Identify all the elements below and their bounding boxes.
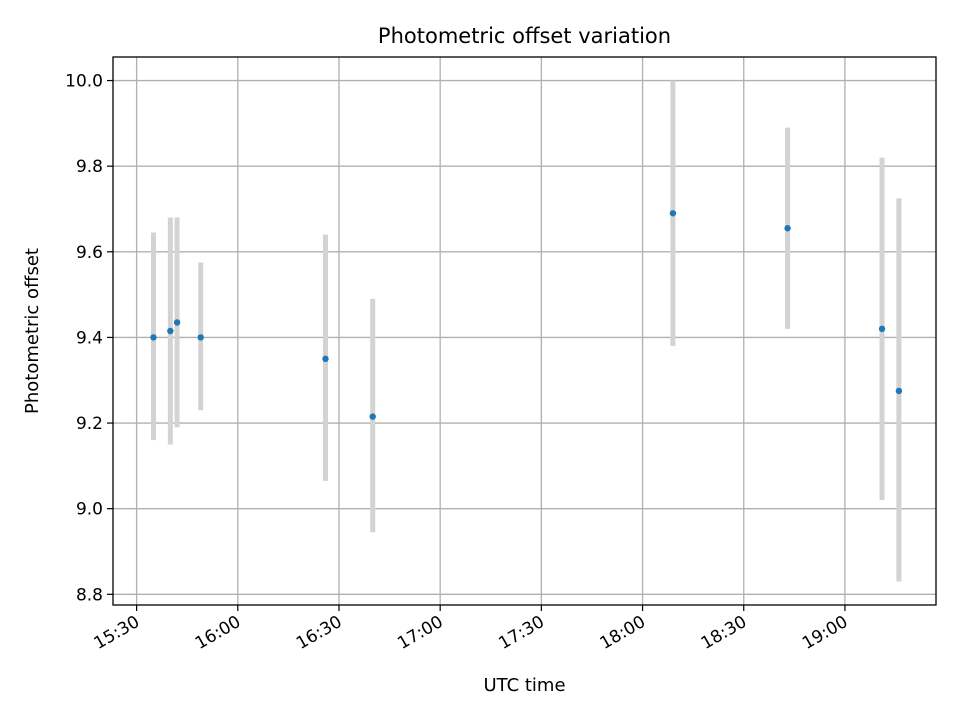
y-axis-label: Photometric offset <box>22 248 43 414</box>
x-tick-label: 16:00 <box>192 612 244 654</box>
data-point <box>369 413 376 420</box>
x-tick-label: 17:00 <box>394 612 446 654</box>
plot-frame <box>112 56 937 606</box>
y-tick-label: 8.8 <box>76 585 103 605</box>
x-axis-label: UTC time <box>483 675 565 696</box>
x-tick-label: 18:30 <box>698 612 750 654</box>
data-point <box>150 334 157 341</box>
x-tick-label: 18:00 <box>597 612 649 654</box>
y-tick-label: 9.4 <box>76 328 103 348</box>
x-tick-label: 17:30 <box>495 612 547 654</box>
data-points <box>150 210 903 420</box>
data-point <box>878 325 886 333</box>
x-tick-label: 15:30 <box>91 612 143 654</box>
error-bars <box>150 80 902 582</box>
chart-title: Photometric offset variation <box>378 24 671 48</box>
data-point <box>322 355 329 363</box>
x-axis-ticks: 15:30 16:00 16:30 17:00 17:30 18:00 18:30 19:00 <box>91 605 851 654</box>
y-tick-label: 9.6 <box>76 243 103 263</box>
data-point <box>895 387 903 395</box>
y-axis-ticks: 8.8 9.0 9.2 9.4 9.6 9.8 10.0 <box>65 72 113 605</box>
y-tick-label: 9.8 <box>76 157 103 177</box>
y-tick-label: 10.0 <box>65 72 103 92</box>
data-point <box>197 334 204 341</box>
y-tick-label: 9.0 <box>76 500 103 520</box>
data-point <box>167 327 174 335</box>
data-point <box>784 225 791 232</box>
data-point <box>173 319 181 326</box>
grid <box>113 57 936 605</box>
data-point <box>669 210 677 217</box>
y-tick-label: 9.2 <box>76 414 103 434</box>
x-tick-label: 16:30 <box>293 612 345 654</box>
x-tick-label: 19:00 <box>799 612 851 654</box>
